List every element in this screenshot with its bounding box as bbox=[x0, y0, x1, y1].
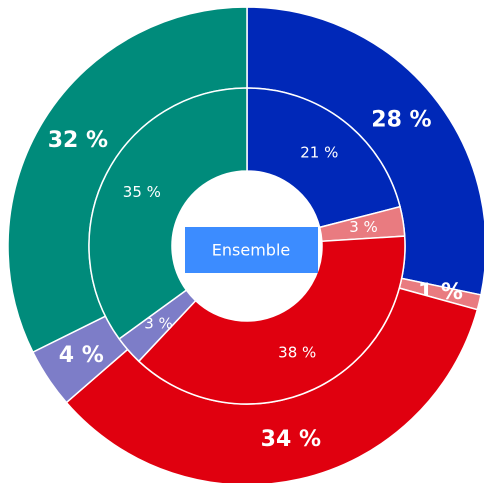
donut-segment bbox=[137, 235, 406, 405]
outer-value-label: 28 % bbox=[371, 108, 431, 133]
donut-segment bbox=[88, 87, 248, 340]
center-label: Ensemble bbox=[212, 241, 290, 260]
inner-value-label: 3 % bbox=[349, 218, 378, 236]
donut-segment bbox=[246, 87, 401, 229]
outer-value-label: 4 % bbox=[59, 343, 104, 368]
inner-value-label: 3 % bbox=[144, 315, 173, 333]
inner-value-label: 21 % bbox=[300, 143, 338, 161]
inner-value-label: 35 % bbox=[123, 183, 161, 201]
outer-value-label: 32 % bbox=[48, 128, 108, 153]
center-button[interactable]: Ensemble bbox=[185, 227, 318, 273]
center-button-bg bbox=[185, 227, 318, 273]
inner-value-label: 38 % bbox=[278, 343, 316, 361]
outer-value-label: 34 % bbox=[261, 427, 321, 452]
